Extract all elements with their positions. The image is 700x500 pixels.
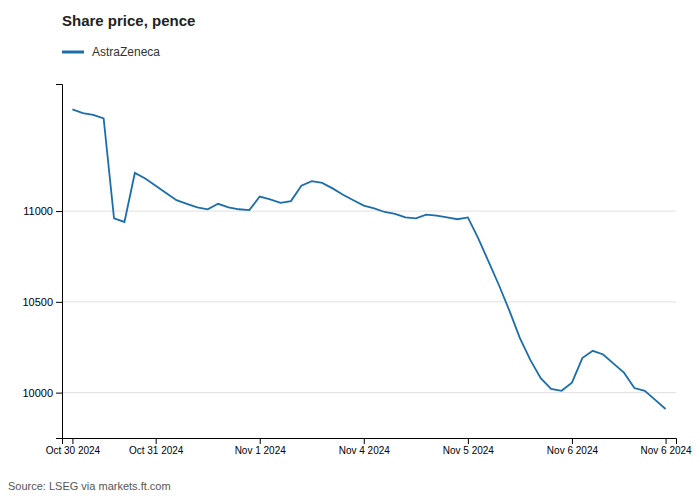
legend-swatch [62, 51, 84, 54]
tick-mark [56, 393, 62, 394]
tick-mark [572, 438, 573, 444]
tick-label: Oct 31 2024 [129, 445, 184, 456]
tick-label: Nov 6 2024 [547, 445, 599, 456]
tick: 11000 [23, 205, 62, 217]
axis-line [56, 85, 63, 439]
plot: 10000 10500 11000 Oct 30 2024 Oct 31 2024 Nov… [22, 85, 692, 457]
tick-label: 10000 [22, 387, 53, 399]
axis-line [63, 439, 677, 445]
lines [72, 109, 665, 409]
chart: 10000 10500 11000 Oct 30 2024 Oct 31 2024 Nov… [0, 0, 700, 500]
annotation: Source: LSEG via markets.ft.com [8, 480, 171, 492]
tick-mark [364, 438, 365, 444]
tick: Oct 31 2024 [129, 438, 184, 456]
tick: Nov 4 2024 [339, 438, 391, 456]
legend: AstraZeneca [62, 45, 160, 59]
tick-label: Nov 4 2024 [339, 445, 391, 456]
x-axis: Oct 30 2024 Oct 31 2024 Nov 1 2024 Nov 4 20… [46, 438, 692, 456]
tick-label: 11000 [23, 205, 53, 217]
tick-label: Nov 1 2024 [235, 445, 287, 456]
tick-label: Nov 6 2024 [641, 445, 693, 456]
grid-line [62, 392, 676, 393]
grid-line [62, 211, 676, 212]
tick: Nov 6 2024 [547, 438, 599, 456]
grid-line [62, 301, 676, 302]
tick: Nov 5 2024 [443, 438, 495, 456]
tick: Nov 6 2024 [641, 438, 693, 456]
tick-label: Oct 30 2024 [46, 445, 101, 456]
line [72, 109, 665, 409]
tick-mark [260, 438, 261, 444]
tick: Nov 1 2024 [235, 438, 287, 456]
tick: Oct 30 2024 [46, 438, 101, 456]
tick-mark [56, 302, 62, 303]
grid [62, 211, 676, 393]
tick: 10500 [22, 296, 62, 308]
tick-mark [72, 438, 73, 444]
tick-label: 10500 [22, 296, 53, 308]
tick-label: Nov 5 2024 [443, 445, 495, 456]
legend-label: AstraZeneca [92, 45, 160, 59]
tick-mark [56, 211, 62, 212]
title: Share price, pence [62, 12, 195, 29]
tick-mark [156, 438, 157, 444]
tick-mark [468, 438, 469, 444]
tick-mark [666, 438, 667, 444]
tick: 10000 [22, 387, 62, 399]
y-axis: 10000 10500 11000 [22, 85, 62, 439]
